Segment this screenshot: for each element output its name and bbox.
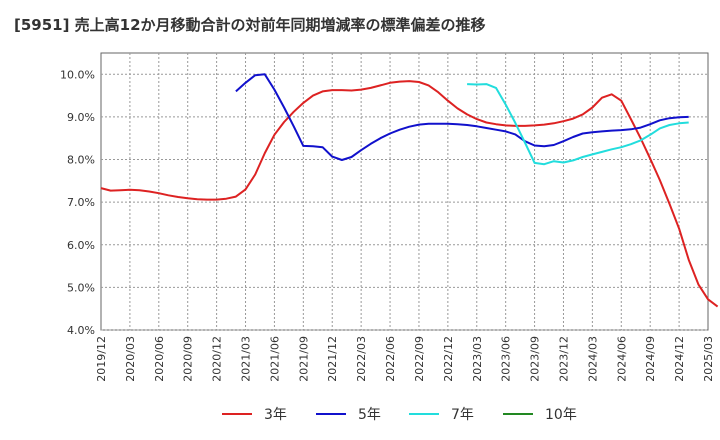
y-tick-label: 5.0% bbox=[67, 281, 95, 294]
legend-label: 5年 bbox=[358, 407, 381, 423]
x-tick-label: 2020/03 bbox=[124, 336, 137, 382]
x-tick-label: 2020/12 bbox=[211, 336, 224, 382]
x-tick-label: 2021/06 bbox=[268, 336, 281, 382]
x-tick-label: 2020/09 bbox=[182, 336, 195, 382]
x-tick-label: 2023/12 bbox=[557, 336, 570, 382]
x-tick-label: 2023/09 bbox=[529, 336, 542, 382]
series-line-5年 bbox=[235, 73, 689, 161]
x-tick-label: 2020/06 bbox=[153, 336, 166, 382]
x-tick-label: 2024/03 bbox=[586, 336, 599, 382]
y-tick-label: 9.0% bbox=[67, 111, 95, 124]
x-tick-label: 2022/03 bbox=[355, 336, 368, 382]
series-line-7年 bbox=[467, 83, 689, 166]
series-line-3年 bbox=[100, 80, 719, 308]
legend: 3年 5年 7年 10年 bbox=[222, 407, 577, 423]
grid-lines bbox=[101, 53, 708, 331]
x-tick-label: 2021/09 bbox=[297, 336, 310, 382]
x-tick-label: 2021/03 bbox=[240, 336, 253, 382]
y-tick-label: 10.0% bbox=[60, 68, 95, 81]
y-tick-label: 8.0% bbox=[67, 154, 95, 167]
x-tick-label: 2024/09 bbox=[644, 336, 657, 382]
legend-label: 3年 bbox=[264, 407, 287, 423]
legend-label: 7年 bbox=[451, 407, 474, 423]
x-tick-label: 2021/12 bbox=[326, 336, 339, 382]
y-tick-label: 6.0% bbox=[67, 239, 95, 252]
y-tick-label: 4.0% bbox=[67, 324, 95, 337]
x-tick-label: 2022/06 bbox=[384, 336, 397, 382]
x-tick-label: 2022/09 bbox=[413, 336, 426, 382]
x-tick-label: 2025/03 bbox=[702, 336, 715, 382]
plot-area bbox=[100, 52, 709, 331]
x-tick-label: 2019/12 bbox=[95, 336, 108, 382]
x-tick-label: 2024/06 bbox=[615, 336, 628, 382]
x-tick-label: 2024/12 bbox=[673, 336, 686, 382]
x-tick-label: 2023/06 bbox=[500, 336, 513, 382]
x-axis: 2019/12 2020/03 2020/06 2020/09 2020/12 2021/… bbox=[95, 336, 715, 382]
x-tick-label: 2023/03 bbox=[471, 336, 484, 382]
legend-label: 10年 bbox=[545, 407, 577, 423]
series-lines bbox=[100, 73, 719, 308]
y-tick-label: 7.0% bbox=[67, 196, 95, 209]
y-axis: 4.0% 5.0% 6.0% 7.0% 8.0% 9.0% 10.0% bbox=[60, 68, 95, 337]
chart-title: [5951] 売上高12か月移動合計の対前年同期増減率の標準偏差の推移 bbox=[14, 16, 486, 34]
x-tick-label: 2022/12 bbox=[442, 336, 455, 382]
